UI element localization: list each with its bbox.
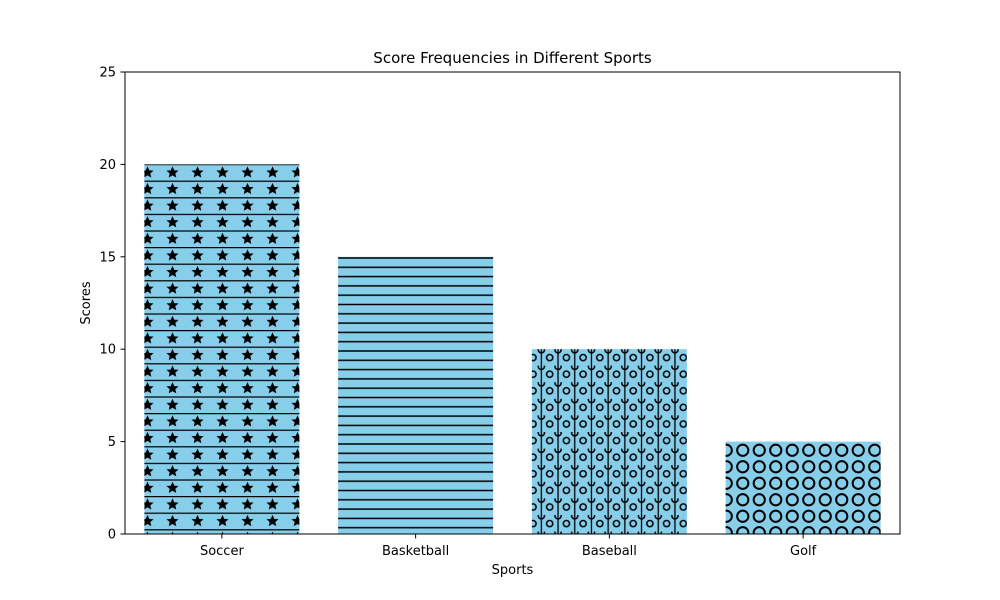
x-tick-label: Soccer <box>200 544 244 559</box>
bar-hatch-basketball <box>338 256 494 534</box>
x-tick-label: Golf <box>790 544 817 559</box>
x-axis-label: Sports <box>492 563 534 578</box>
y-tick-label: 15 <box>99 250 116 265</box>
x-tick-label: Baseball <box>582 544 637 559</box>
bar-hatch-soccer <box>144 164 300 534</box>
y-tick-label: 10 <box>99 343 116 358</box>
bar-hatch-golf <box>725 441 881 534</box>
x-tick-label: Basketball <box>382 544 449 559</box>
y-tick-label: 0 <box>108 528 116 543</box>
y-tick-label: 5 <box>108 435 116 450</box>
chart-title: Score Frequencies in Different Sports <box>373 49 652 67</box>
y-tick-label: 20 <box>99 158 116 173</box>
y-axis-label: Scores <box>79 281 94 324</box>
y-tick-label: 25 <box>99 66 116 81</box>
bar-hatch-baseball <box>531 349 687 534</box>
plot-area-frame <box>124 71 901 535</box>
